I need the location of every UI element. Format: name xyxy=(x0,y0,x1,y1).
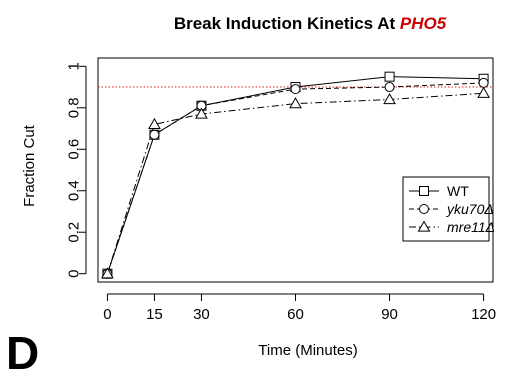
data-point-series-2 xyxy=(383,92,396,105)
data-point-series-2 xyxy=(289,97,302,109)
legend-label-1: yku70Δ xyxy=(446,201,494,217)
legend-marker-1 xyxy=(419,204,429,214)
y-tick-label: 0.2 xyxy=(65,222,82,243)
break-induction-chart: Break Induction Kinetics At PHO5 0 0.2 0.4… xyxy=(21,14,496,359)
data-point-series-1 xyxy=(149,129,160,140)
y-tick-label: 1 xyxy=(65,62,82,70)
x-tick-label: 15 xyxy=(146,306,163,323)
chart-title: Break Induction Kinetics At PHO5 xyxy=(174,14,447,33)
data-point-series-1 xyxy=(478,77,489,88)
y-tick-label: 0.4 xyxy=(65,180,82,201)
legend-label-0: WT xyxy=(447,183,469,199)
y-axis-label: Fraction Cut xyxy=(21,124,38,207)
y-tick-label: 0 xyxy=(65,270,82,278)
chart-title-prefix: Break Induction Kinetics At xyxy=(174,14,400,33)
data-point-series-2 xyxy=(101,267,114,279)
legend-marker-2 xyxy=(417,220,431,232)
y-tick-label: 0.6 xyxy=(65,139,82,160)
data-point-series-2 xyxy=(148,117,161,129)
y-tick-label: 0.8 xyxy=(65,97,82,118)
chart-title-emphasis: PHO5 xyxy=(400,14,447,33)
x-tick-label: 0 xyxy=(103,306,111,323)
series-line-1 xyxy=(106,82,484,274)
data-point-series-0 xyxy=(384,71,395,82)
data-point-series-2 xyxy=(477,86,490,98)
x-axis-label: Time (Minutes) xyxy=(258,342,357,359)
data-point-series-1 xyxy=(384,82,395,93)
data-point-series-1 xyxy=(290,84,301,95)
series-line-2 xyxy=(106,92,484,274)
x-tick-label: 90 xyxy=(381,306,398,323)
x-tick-label: 120 xyxy=(471,306,496,323)
data-point-series-2 xyxy=(195,107,208,119)
legend-label-2: mre11Δ xyxy=(447,219,495,235)
legend-marker-0 xyxy=(419,186,429,196)
plot-area: 0 0.2 0.4 0.6 0.8 1 0 15 30 60 90 120 WT yku70Δ mre11Δ xyxy=(65,57,496,323)
plot-frame xyxy=(97,57,494,283)
x-tick-label: 30 xyxy=(193,306,210,323)
x-tick-label: 60 xyxy=(287,306,304,323)
panel-letter: D xyxy=(6,327,40,379)
